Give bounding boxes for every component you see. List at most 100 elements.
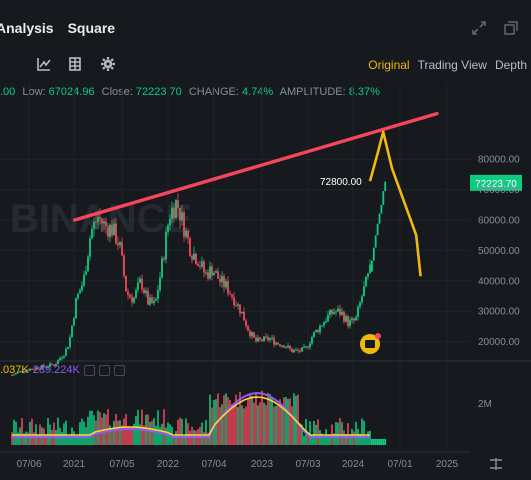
candle-body — [251, 332, 253, 337]
volume-bar — [223, 395, 225, 445]
candle-body — [341, 311, 343, 315]
candle-body — [367, 273, 369, 277]
candle-body — [205, 272, 207, 274]
view-depth[interactable]: Depth — [494, 58, 527, 72]
candle-body — [75, 298, 77, 319]
candle-body — [179, 207, 181, 221]
tab-square[interactable]: Square — [67, 20, 116, 36]
candle-body — [145, 290, 147, 294]
candle-body — [23, 371, 25, 373]
volume-bar — [203, 432, 205, 445]
candle-body — [107, 226, 109, 237]
volume-bar — [335, 422, 337, 445]
gear-small-icon[interactable] — [98, 364, 110, 376]
view-trading-view[interactable]: Trading View — [417, 58, 487, 72]
volume-bar — [279, 399, 281, 445]
volume-bar — [239, 391, 241, 445]
candle-body — [279, 344, 281, 347]
chart-toolbar: Original Trading View Depth — [0, 56, 531, 82]
candle-body — [71, 325, 73, 338]
volume-bar — [57, 417, 59, 445]
close-small-icon[interactable] — [113, 364, 125, 376]
candle-body — [155, 299, 157, 301]
volume-bar — [265, 404, 267, 445]
candle-body — [59, 358, 61, 361]
grid-icon[interactable] — [67, 56, 83, 72]
header-tabs: Analysis Square — [0, 0, 531, 56]
candle-body — [289, 345, 291, 349]
candle-body — [177, 200, 179, 208]
candle-body — [369, 264, 371, 274]
volume-bar — [175, 431, 177, 445]
volume-bar — [263, 402, 265, 445]
volume-tick-label: 2M — [478, 399, 492, 410]
candle-body — [65, 348, 67, 356]
volume-bar — [139, 424, 141, 445]
volume-bar — [245, 406, 247, 445]
volume-bar — [307, 434, 309, 445]
candle-body — [327, 314, 329, 322]
candle-body — [171, 207, 173, 219]
y-tick-label: 30000.00 — [478, 307, 520, 318]
projection-curve — [368, 130, 422, 277]
volume-bar — [289, 398, 291, 445]
axis-settings-icon — [490, 458, 502, 470]
eye-icon[interactable] — [83, 364, 95, 376]
tab-analysis[interactable]: Analysis — [0, 20, 54, 36]
volume-bar — [225, 393, 227, 445]
volume-bar — [121, 425, 123, 445]
volume-bar — [149, 421, 151, 445]
indicator-icon[interactable] — [36, 56, 52, 72]
candle-body — [241, 311, 243, 314]
candle-body — [229, 293, 231, 295]
volume-ma-line-a — [12, 396, 370, 436]
expand-icon[interactable] — [471, 20, 487, 36]
candle-body — [245, 320, 247, 327]
y-tick-label: 50000.00 — [478, 246, 520, 257]
candle-body — [55, 364, 57, 366]
settings-icon[interactable] — [100, 56, 116, 72]
candle-body — [295, 349, 297, 351]
chart-grid — [0, 84, 531, 453]
candle-body — [11, 375, 13, 377]
candle-body — [77, 293, 79, 299]
volume-bar — [237, 407, 239, 445]
volume-bar — [243, 408, 245, 445]
volume-bar — [101, 417, 103, 445]
candle-body — [73, 318, 75, 326]
volume-bar — [177, 419, 179, 445]
candle-body — [297, 349, 299, 351]
candle-body — [261, 339, 263, 342]
candle-body — [113, 223, 115, 236]
candle-body — [99, 217, 101, 219]
change-value: 4.74% — [242, 86, 274, 98]
x-axis: 07/06 2021 07/05 2022 07/04 2023 07/03 2024 07/0… — [16, 459, 458, 470]
candle-body — [343, 311, 345, 322]
volume-bar — [345, 434, 347, 445]
volume-bar — [309, 421, 311, 445]
volume-bar — [259, 402, 261, 445]
candle-body — [221, 276, 223, 283]
candle-body — [211, 266, 213, 276]
volume-bar — [384, 439, 387, 445]
candle-body — [281, 345, 283, 347]
volume-bar — [117, 420, 119, 445]
copy-icon[interactable] — [503, 20, 519, 36]
volume-bar — [229, 400, 231, 445]
y-tick-label: 20000.00 — [478, 337, 520, 348]
volume-bar — [65, 420, 67, 445]
candle-body — [161, 258, 163, 278]
volume-bar — [283, 397, 285, 445]
candle-body — [197, 264, 199, 266]
candle-body — [231, 294, 233, 298]
candle-body — [301, 347, 303, 352]
candle-body — [225, 281, 227, 288]
volume-ma-lines — [12, 391, 370, 438]
candle-body — [227, 281, 229, 294]
candle-body — [151, 297, 153, 304]
volume-bar — [275, 405, 277, 445]
volume-bar — [363, 420, 365, 445]
view-original[interactable]: Original — [368, 58, 410, 72]
volume-bar — [183, 435, 185, 445]
